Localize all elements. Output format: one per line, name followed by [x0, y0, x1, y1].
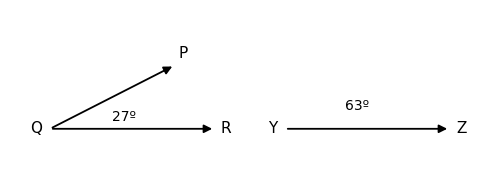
Text: R: R [221, 121, 232, 136]
Text: P: P [178, 46, 188, 61]
Text: Q: Q [30, 121, 42, 136]
Text: Z: Z [456, 121, 466, 136]
Text: 63º: 63º [344, 99, 369, 113]
Text: Y: Y [268, 121, 277, 136]
Text: 27º: 27º [112, 110, 136, 124]
